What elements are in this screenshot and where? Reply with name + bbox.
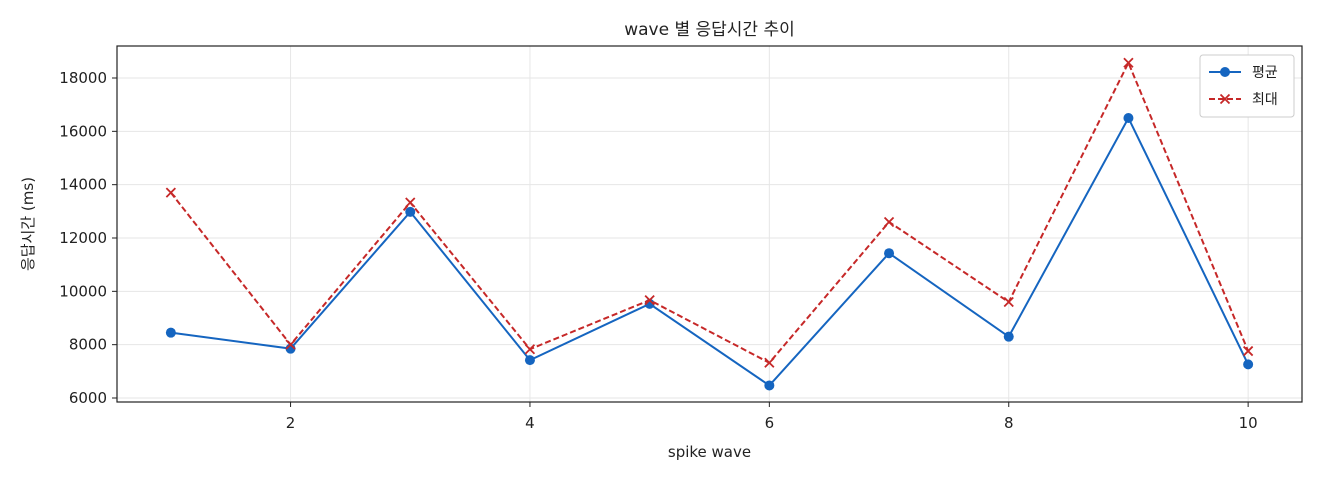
y-tick-label: 16000 [59,122,107,140]
x-tick-label: 2 [286,414,296,432]
y-tick-label: 12000 [59,229,107,247]
y-tick-label: 14000 [59,176,107,194]
y-tick-label: 10000 [59,282,107,300]
data-point [1123,113,1134,123]
data-point [1003,296,1014,308]
x-tick-label: 8 [1004,414,1014,432]
data-point [1123,57,1134,68]
series-line [170,115,1250,387]
x-tick-label: 10 [1239,414,1258,432]
data-point [1243,345,1254,357]
x-axis-title: spike wave [668,443,751,461]
axis-ticks: 2 4 6 8 10 6000 8000 10000 12000 14000 16000 18000 [59,69,1257,432]
series-line [170,60,1250,365]
series-1 [165,113,1254,391]
plot-frame [116,45,1303,403]
legend-label: 평균 [1252,65,1278,81]
data-point [524,344,536,355]
legend-marker [1219,93,1231,105]
chart-title: wave 별 응답시간 추이 [624,20,795,40]
data-point [524,355,535,366]
y-tick-label: 18000 [59,69,107,87]
y-axis-title: 응답시간 (ms) [19,177,37,271]
data-point [1243,359,1254,370]
legend-marker [1220,67,1230,77]
data-point [884,248,895,259]
series [165,57,1254,391]
data-point [764,357,775,368]
legend-label: 최대 [1252,92,1278,108]
legend-item: 최대 [1209,92,1278,108]
data-point [165,327,176,338]
data-point [764,380,775,391]
grid [117,46,1302,402]
x-tick-label: 6 [765,414,775,432]
data-point [1003,331,1014,342]
data-point [405,206,416,217]
y-tick-label: 6000 [69,389,107,407]
y-tick-label: 8000 [69,336,107,354]
series-2 [165,57,1254,368]
data-point [644,294,655,306]
data-point [165,187,177,198]
legend-item: 평균 [1209,65,1278,81]
data-point [405,197,416,208]
legend-box [1199,54,1295,118]
x-tick-label: 4 [525,414,535,432]
data-point [285,339,296,350]
data-point [883,216,895,228]
